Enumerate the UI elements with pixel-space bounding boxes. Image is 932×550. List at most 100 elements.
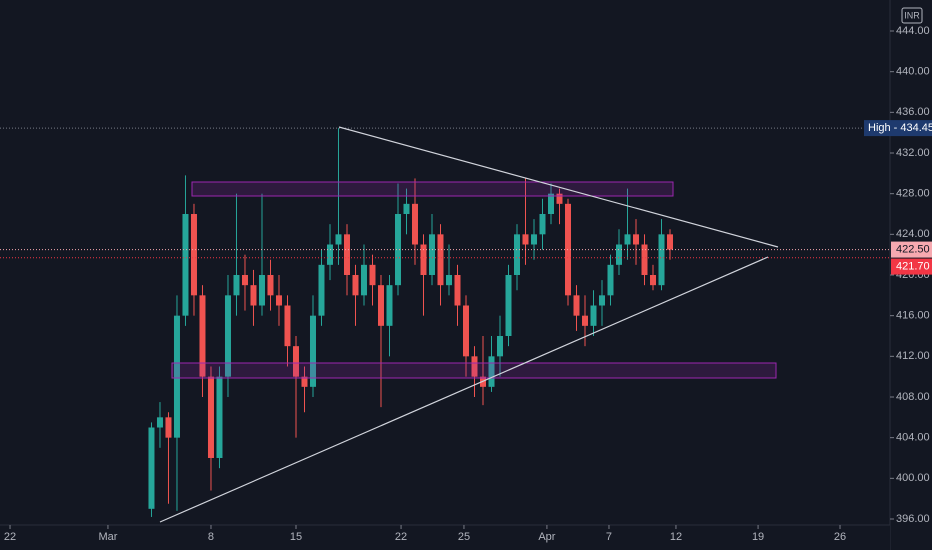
x-tick-label: 25 xyxy=(458,531,470,543)
y-tick-label: 416.00 xyxy=(896,310,930,322)
candle-body xyxy=(292,346,299,377)
candle-body xyxy=(343,234,350,275)
high-label-box xyxy=(864,120,932,137)
candle-body xyxy=(173,315,180,438)
x-tick-label: 8 xyxy=(208,531,214,543)
candle-body xyxy=(207,376,214,458)
candle-body xyxy=(301,376,308,387)
y-tick-label: 428.00 xyxy=(896,188,930,200)
candle-body xyxy=(403,203,410,215)
currency: INR xyxy=(904,10,920,20)
candle-body xyxy=(462,305,469,357)
candle-body xyxy=(182,214,189,316)
resistance-zone xyxy=(191,181,674,197)
candle-body xyxy=(437,234,444,286)
price-label-box xyxy=(891,241,932,258)
candle-body xyxy=(650,275,657,286)
candle-body xyxy=(667,234,674,250)
candle-body xyxy=(199,295,206,377)
candle-body xyxy=(394,214,401,286)
price-label: 421.70 xyxy=(896,260,930,272)
candle-body xyxy=(360,264,367,296)
candle-body xyxy=(216,376,223,458)
candle-body xyxy=(318,264,325,316)
candle-body xyxy=(505,275,512,336)
candle-body xyxy=(335,234,342,245)
currency-box xyxy=(901,7,923,24)
y-tick-label: 436.00 xyxy=(896,106,930,118)
candle-body xyxy=(582,315,589,326)
high-label: High - 434.45 xyxy=(868,122,932,134)
candle-body xyxy=(616,244,623,265)
candle-body xyxy=(641,244,648,275)
candle-body xyxy=(258,275,265,306)
candle-body xyxy=(599,295,606,306)
x-tick-label: 22 xyxy=(4,531,16,543)
candle-body xyxy=(471,356,478,377)
price-axis xyxy=(890,0,932,550)
candle-body xyxy=(275,295,282,306)
candle-body xyxy=(445,275,452,286)
y-tick-label: 396.00 xyxy=(896,513,930,525)
y-tick-label: 424.00 xyxy=(896,228,930,240)
candle-body xyxy=(386,285,393,326)
candle-body xyxy=(352,275,359,296)
candle-body xyxy=(241,275,248,286)
candle-body xyxy=(156,417,163,428)
x-tick-label: 12 xyxy=(670,531,682,543)
candle-body xyxy=(624,234,631,245)
price-label-box xyxy=(891,258,932,275)
upper-trendline xyxy=(338,126,779,248)
candle-body xyxy=(607,264,614,296)
candle-body xyxy=(148,427,155,509)
x-tick-label: 26 xyxy=(834,531,846,543)
candle-body xyxy=(633,234,640,245)
y-tick-label: 408.00 xyxy=(896,391,930,403)
x-tick-label: 7 xyxy=(606,531,612,543)
y-tick-label: 412.00 xyxy=(896,350,930,362)
y-tick-label: 432.00 xyxy=(896,147,930,159)
x-tick-label: 15 xyxy=(290,531,302,543)
candle-body xyxy=(573,295,580,316)
plot xyxy=(0,127,890,517)
candle-body xyxy=(531,234,537,245)
candle-body xyxy=(428,234,435,275)
candle-body xyxy=(658,234,665,286)
x-tick-label: Apr xyxy=(538,531,555,543)
candle-body xyxy=(250,285,257,306)
candle-body xyxy=(165,417,172,438)
candle-body xyxy=(590,305,597,326)
candle-body xyxy=(233,275,240,296)
candle-body xyxy=(284,305,291,347)
candle-body xyxy=(309,315,316,387)
candle-body xyxy=(377,285,384,326)
y-tick-label: 444.00 xyxy=(896,25,930,37)
x-tick-label: 19 xyxy=(752,531,764,543)
time-axis xyxy=(0,525,890,550)
candle-body xyxy=(420,244,427,275)
candle-body xyxy=(565,203,572,296)
candle-body xyxy=(488,356,495,387)
candle-body xyxy=(326,244,333,265)
candle-body xyxy=(522,234,529,245)
support-zone xyxy=(171,362,777,379)
candle-body xyxy=(190,214,197,296)
candle-body xyxy=(513,234,520,275)
y-tick-label: 440.00 xyxy=(896,66,930,78)
x-tick-label: 22 xyxy=(395,531,407,543)
x-tick-label: Mar xyxy=(98,531,117,543)
lower-trendline xyxy=(159,256,769,523)
candle-body xyxy=(548,193,555,215)
candle-body xyxy=(369,264,376,286)
candle-body xyxy=(454,275,461,306)
candle-body xyxy=(411,203,418,245)
candle-body xyxy=(539,214,546,235)
y-tick-label: 404.00 xyxy=(896,432,930,444)
price-label: 422.50 xyxy=(896,243,930,255)
candle-body xyxy=(267,275,274,296)
candle-body xyxy=(556,193,563,204)
y-tick-label: 400.00 xyxy=(896,472,930,484)
candle-body xyxy=(496,335,503,357)
